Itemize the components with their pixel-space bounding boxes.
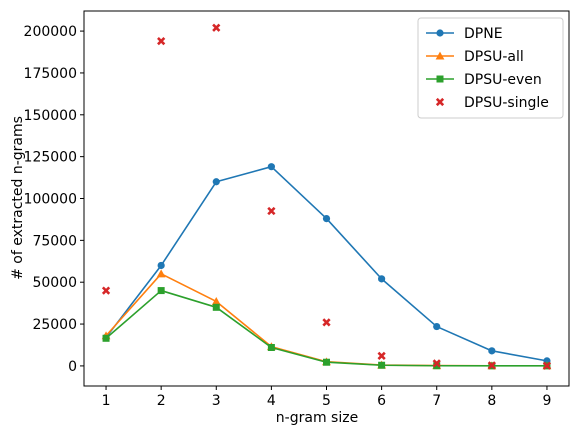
data-point-dpsu-single-5-stroke-b — [322, 318, 331, 327]
data-point-dpsu-single-7-stroke-b — [432, 359, 441, 368]
x-tick-label-1: 1 — [102, 393, 111, 409]
series-line-dpsu-even — [105, 289, 547, 367]
data-point-dpsu-single-4-stroke-b — [267, 206, 276, 216]
data-point-dpne-6 — [378, 275, 386, 283]
data-point-dpsu-single-2-stroke-b — [157, 37, 166, 46]
legend-item-dpne: DPNE — [426, 26, 503, 42]
x-tick-label-6: 6 — [377, 393, 386, 409]
x-tick-label-3: 3 — [212, 393, 221, 409]
legend-label-dpsu-single: DPSU-single — [464, 95, 549, 111]
legend-item-dpsu-even: DPSU-even — [426, 72, 542, 88]
data-point-dpne-5 — [322, 214, 331, 223]
data-point-dpsu-single-1 — [101, 286, 111, 295]
data-point-dpsu-even-5 — [323, 358, 330, 366]
data-point-dpsu-single-8 — [487, 361, 496, 370]
data-point-dpne-8 — [488, 347, 496, 355]
series-dpne — [102, 163, 551, 365]
data-point-dpsu-single-2 — [157, 37, 166, 46]
x-tick-label-8: 8 — [487, 393, 496, 409]
data-point-dpsu-even-2 — [157, 287, 165, 295]
legend-label-dpne: DPNE — [464, 26, 503, 42]
data-point-dpsu-single-3 — [212, 23, 221, 32]
data-point-dpsu-single-6-stroke-b — [377, 351, 386, 360]
x-tick-label-9: 9 — [542, 393, 551, 409]
x-tick-label-5: 5 — [322, 393, 331, 409]
data-point-dpsu-all-3 — [211, 297, 221, 305]
x-tick-label-7: 7 — [432, 393, 441, 409]
data-point-dpsu-even-6 — [378, 361, 386, 369]
data-point-dpsu-even-4 — [267, 343, 275, 351]
y-tick-label-200000: 200000 — [24, 24, 77, 40]
legend-marker-dpsu-even — [436, 75, 444, 83]
y-tick-label-150000: 150000 — [24, 108, 77, 124]
x-tick-label-2: 2 — [157, 393, 166, 409]
series-line-dpne — [105, 165, 548, 362]
data-point-dpsu-single-9-stroke-b — [542, 361, 552, 370]
y-tick-label-175000: 175000 — [24, 66, 77, 82]
data-point-dpsu-all-2 — [156, 269, 166, 278]
y-tick-label-75000: 75000 — [32, 233, 77, 249]
data-point-dpsu-even-7 — [433, 362, 441, 370]
y-tick-label-100000: 100000 — [24, 192, 77, 208]
axes: 1 2 3 4 5 6 7 8 9 0 25000 50000 75000 100000 125000 150… — [24, 10, 570, 409]
legend-marker-dpne — [436, 29, 444, 37]
legend-item-dpsu-all: DPSU-all — [426, 49, 524, 65]
legend-marker-dpsu-single-stroke-b — [435, 97, 445, 107]
data-point-dpsu-even-1 — [102, 334, 110, 342]
x-axis-label: n-gram size — [276, 410, 358, 426]
legend-label-dpsu-even: DPSU-even — [464, 72, 542, 88]
legend-label-dpsu-all: DPSU-all — [464, 49, 524, 65]
legend-box — [417, 17, 564, 119]
series-dpsu-even — [102, 287, 551, 370]
legend-marker-dpsu-all — [435, 51, 445, 60]
data-point-dpne-4 — [267, 163, 275, 171]
series-dpsu-single — [101, 23, 552, 370]
data-point-dpsu-single-8-stroke-b — [487, 361, 496, 370]
data-point-dpne-7 — [433, 322, 441, 331]
data-point-dpsu-single-5 — [322, 318, 331, 327]
data-point-dpsu-single-3-stroke-b — [212, 23, 221, 32]
data-point-dpne-3 — [212, 178, 220, 186]
data-point-dpsu-single-7 — [432, 359, 441, 368]
y-tick-label-25000: 25000 — [32, 317, 77, 333]
y-tick-label-0: 0 — [68, 359, 77, 375]
y-tick-label-50000: 50000 — [32, 275, 77, 291]
legend-marker-dpsu-single — [435, 97, 445, 107]
legend: DPNE DPSU-all DPSU-even DPSU-single — [417, 17, 564, 119]
y-axis-label: # of extracted n-grams — [10, 116, 26, 280]
data-point-dpsu-single-4 — [267, 206, 276, 216]
data-point-dpsu-single-6 — [377, 351, 386, 360]
legend-item-dpsu-single: DPSU-single — [435, 95, 549, 111]
data-point-dpsu-even-3 — [212, 303, 220, 311]
plot-area — [101, 23, 552, 370]
series-line-dpsu-all — [105, 273, 547, 367]
data-point-dpsu-single-1-stroke-b — [101, 286, 111, 295]
x-tick-label-4: 4 — [267, 393, 276, 409]
series-dpsu-all — [101, 269, 552, 370]
data-point-dpne-2 — [157, 261, 165, 270]
data-point-dpsu-single-9 — [542, 361, 552, 370]
y-tick-label-125000: 125000 — [24, 150, 77, 166]
